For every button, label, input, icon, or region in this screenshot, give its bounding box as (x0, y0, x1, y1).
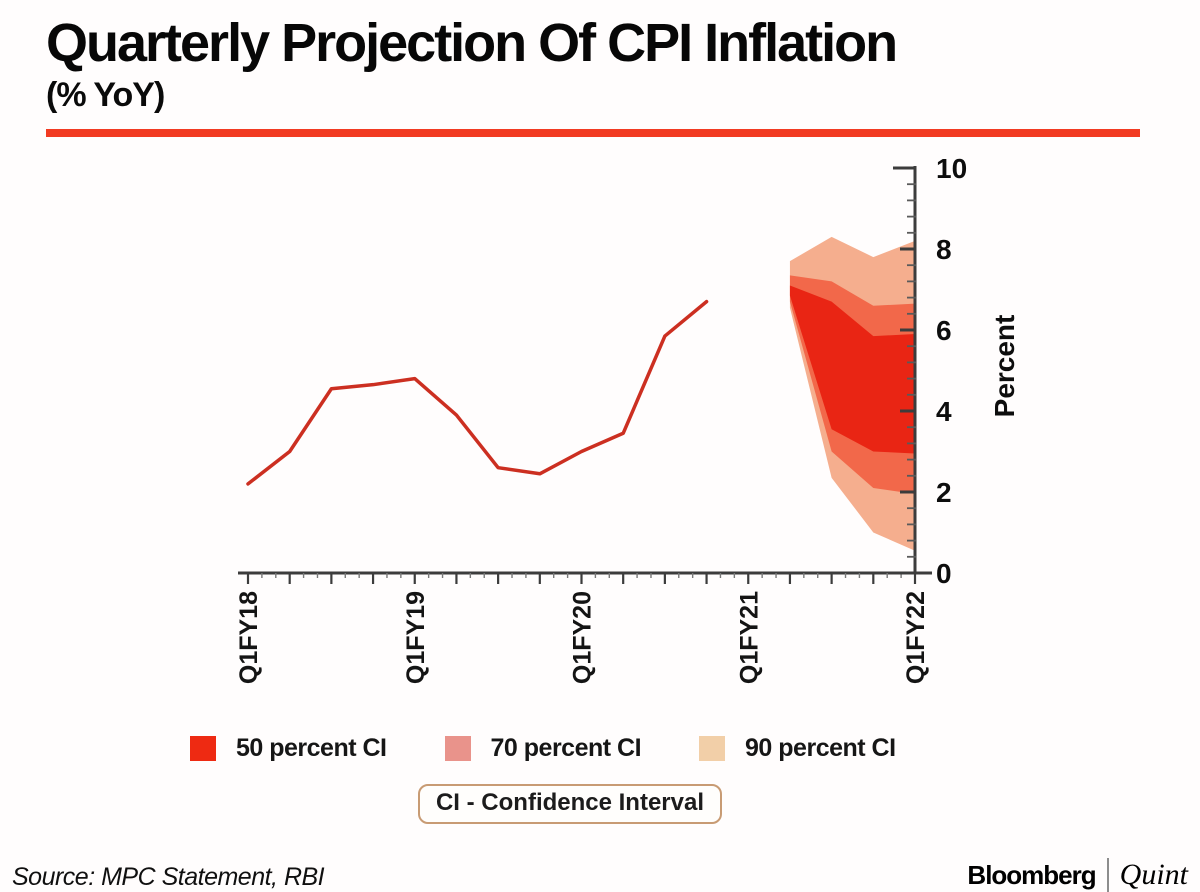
y-tick-label: 10 (936, 153, 967, 184)
header-rule (46, 129, 1140, 137)
y-tick-label: 6 (936, 315, 952, 346)
fan-band-50ci (789, 285, 915, 454)
bloomberg-quint-logo: Bloomberg Quint (967, 858, 1190, 892)
legend-label-90ci: 90 percent CI (745, 733, 896, 762)
legend-item-50ci: 50 percent CI (190, 734, 387, 763)
page-subtitle: (% YoY) (46, 76, 165, 114)
source-credit: Source: MPC Statement, RBI (12, 863, 325, 891)
y-axis-title: Percent (989, 315, 1020, 418)
chart-area: Q1FY18 Q1FY19 Q1FY20 Q1FY21 Q1FY22 0 2 4 6 8 10 Per… (0, 148, 1200, 718)
cpi-line (246, 299, 709, 486)
chart-legend: 50 percent CI 70 percent CI 90 percent C… (190, 734, 1200, 762)
x-tick-label: Q1FY18 (235, 591, 263, 684)
x-tick-label: Q1FY21 (735, 591, 763, 684)
logo-divider (1106, 858, 1109, 892)
note-row: CI - Confidence Interval (0, 784, 1200, 824)
bloomberg-wordmark: Bloomberg (967, 859, 1096, 890)
y-tick-label: 2 (936, 477, 952, 508)
x-tick-label: Q1FY20 (569, 591, 597, 684)
x-tick-label: Q1FY19 (402, 591, 430, 684)
y-tick-label: 4 (936, 396, 952, 427)
legend-label-50ci: 50 percent CI (236, 733, 387, 762)
ci-definition-note: CI - Confidence Interval (417, 784, 723, 824)
legend-item-90ci: 90 percent CI (699, 734, 896, 763)
legend-swatch-70ci (444, 735, 471, 761)
legend-swatch-50ci (190, 735, 216, 761)
legend-item-70ci: 70 percent CI (444, 733, 642, 763)
legend-label-70ci: 70 percent CI (490, 733, 642, 762)
page-title: Quarterly Projection Of CPI Inflation (46, 13, 898, 73)
header: Quarterly Projection Of CPI Inflation (%… (0, 0, 1200, 115)
quint-wordmark: Quint (1119, 858, 1188, 891)
footer: Source: MPC Statement, RBI Bloomberg Qui… (0, 856, 1200, 892)
x-tick-label: Q1FY22 (902, 591, 930, 684)
y-tick-label: 0 (936, 558, 952, 589)
y-tick-label: 8 (936, 234, 952, 265)
legend-swatch-90ci (699, 735, 726, 761)
